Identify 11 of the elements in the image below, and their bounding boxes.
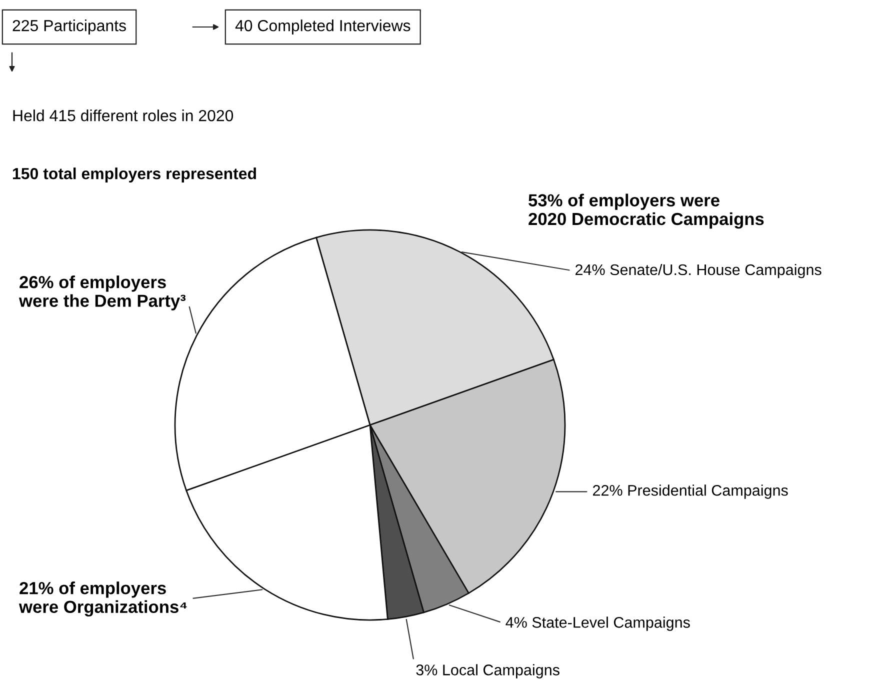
text: 225 Participants: [12, 20, 126, 34]
slice-label: 4% State-Level Campaigns: [506, 616, 690, 631]
text: Held 415 different roles in 2020: [13, 110, 234, 122]
slice-label: 26% of employers were the Dem Party³: [18, 276, 186, 310]
text: 53% of employers were 2020 Democratic Campaigns: [528, 194, 764, 229]
text: 150 total employers represented: [13, 168, 256, 182]
slice-label: 24% Senate/U.S. House Campaigns: [576, 264, 822, 278]
slice-label: 22% Presidential Campaigns: [593, 484, 788, 499]
slice-label: 21% of employers were Organizations⁴: [18, 582, 187, 617]
text: 40 Completed Interviews: [235, 20, 410, 34]
slice-label: 3% Local Campaigns: [416, 664, 560, 678]
